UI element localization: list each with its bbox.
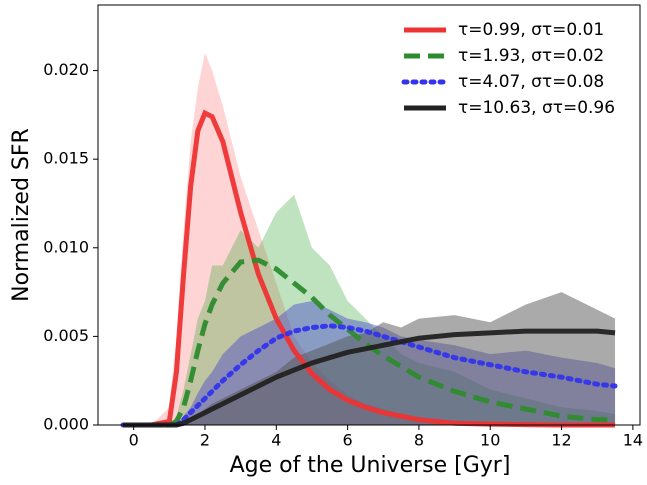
x-tick-label: 8 — [414, 431, 424, 450]
y-tick-label: 0.020 — [43, 60, 89, 79]
sfr-fill — [122, 194, 616, 425]
x-tick-label: 6 — [343, 431, 353, 450]
sfr-line — [122, 109, 616, 428]
x-tick-label: 10 — [480, 431, 500, 450]
legend-label: τ=0.99, στ=0.01 — [458, 20, 604, 40]
legend-label: τ=10.63, στ=0.96 — [458, 98, 615, 118]
x-tick-label: 0 — [129, 431, 139, 450]
sfr-fill — [122, 52, 616, 425]
x-tick-label: 2 — [200, 431, 210, 450]
sfr-line — [122, 328, 616, 428]
y-tick-label: 0.005 — [43, 326, 89, 345]
x-axis-label: Age of the Universe [Gyr] — [230, 453, 511, 478]
sfr-line — [122, 257, 616, 428]
legend-label: τ=4.07, στ=0.08 — [458, 72, 604, 92]
sfr-line — [120, 323, 618, 428]
y-tick-label: 0.010 — [43, 237, 89, 256]
x-tick-label: 14 — [623, 431, 643, 450]
legend-label: τ=1.93, στ=0.02 — [458, 46, 604, 66]
y-tick-label: 0.000 — [43, 415, 89, 434]
x-tick-label: 12 — [551, 431, 571, 450]
x-tick-label: 4 — [271, 431, 281, 450]
plot-frame — [97, 4, 641, 426]
y-axis-label: Normalized SFR — [9, 128, 34, 302]
y-tick-label: 0.015 — [43, 149, 89, 168]
